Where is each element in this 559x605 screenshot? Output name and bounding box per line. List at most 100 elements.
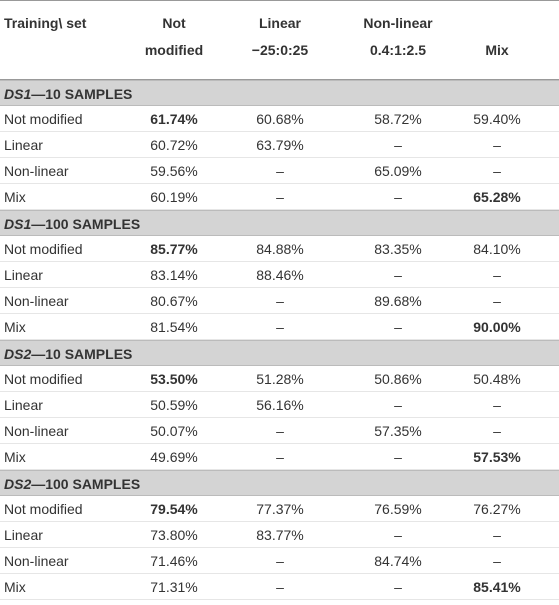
column-header: Non-linear <box>363 15 433 31</box>
cell: 59.40% <box>473 111 521 127</box>
row-label: Non-linear <box>4 163 69 179</box>
data-row: Mix 81.54% – – 90.00% <box>0 314 559 340</box>
cell: 84.88% <box>256 241 304 257</box>
cell: 81.54% <box>150 319 198 335</box>
data-row: Linear 73.80% 83.77% – – <box>0 522 559 548</box>
cell: – <box>493 527 501 543</box>
cell: 50.59% <box>150 397 198 413</box>
cell: 56.16% <box>256 397 304 413</box>
cell: – <box>493 397 501 413</box>
dataset-name: DS1 <box>4 216 32 232</box>
row-label: Linear <box>4 527 43 543</box>
cell: 77.37% <box>256 501 304 517</box>
cell: 50.07% <box>150 423 198 439</box>
dataset-name: DS1 <box>4 86 32 102</box>
cell: 53.50% <box>150 371 198 387</box>
row-label: Linear <box>4 267 43 283</box>
cell: 60.72% <box>150 137 198 153</box>
cell: 84.74% <box>374 553 422 569</box>
section-label: —100 SAMPLES <box>31 476 141 492</box>
data-row: Non-linear 80.67% – 89.68% – <box>0 288 559 314</box>
cell: 73.80% <box>150 527 198 543</box>
data-row: Non-linear 50.07% – 57.35% – <box>0 418 559 444</box>
cell: – <box>493 137 501 153</box>
column-header: Not <box>162 15 186 31</box>
cell: 61.74% <box>150 111 198 127</box>
cell: 63.79% <box>256 137 304 153</box>
cell: – <box>276 449 284 465</box>
row-label: Non-linear <box>4 423 69 439</box>
cell: – <box>276 423 284 439</box>
cell: 60.68% <box>256 111 304 127</box>
row-label: Not modified <box>4 241 83 257</box>
cell: 50.48% <box>473 371 521 387</box>
cell: – <box>276 553 284 569</box>
cell: 83.35% <box>374 241 422 257</box>
cell: 80.67% <box>150 293 198 309</box>
cell: – <box>493 293 501 309</box>
cell: – <box>493 163 501 179</box>
cell: 60.19% <box>150 189 198 205</box>
cell: – <box>394 267 402 283</box>
header-label: Training\ set <box>4 15 87 31</box>
cell: 79.54% <box>150 501 198 517</box>
column-header: modified <box>144 42 204 58</box>
cell: 83.77% <box>256 527 304 543</box>
row-label: Mix <box>4 319 26 335</box>
cell: 89.68% <box>374 293 422 309</box>
cell: 51.28% <box>256 371 304 387</box>
row-label: Not modified <box>4 111 83 127</box>
row-label: Not modified <box>4 501 83 517</box>
row-label: Mix <box>4 449 26 465</box>
data-row: Linear 83.14% 88.46% – – <box>0 262 559 288</box>
column-header: Mix <box>485 42 509 58</box>
section-label: —10 SAMPLES <box>31 346 133 362</box>
cell: 57.53% <box>473 449 521 465</box>
row-label: Not modified <box>4 371 83 387</box>
section-header: DS2—100 SAMPLES <box>0 470 559 496</box>
cell: – <box>394 319 402 335</box>
cell: 58.72% <box>374 111 422 127</box>
cell: 57.35% <box>374 423 422 439</box>
row-label: Mix <box>4 189 26 205</box>
cell: 76.59% <box>374 501 422 517</box>
cell: 49.69% <box>150 449 198 465</box>
data-row: Non-linear 71.46% – 84.74% – <box>0 548 559 574</box>
section-title: DS1—10 SAMPLES <box>4 81 132 107</box>
data-row: Not modified 85.77% 84.88% 83.35% 84.10% <box>0 236 559 262</box>
data-row: Mix 60.19% – – 65.28% <box>0 184 559 210</box>
cell: – <box>493 267 501 283</box>
row-label: Non-linear <box>4 553 69 569</box>
column-header: 0.4:1:2.5 <box>369 42 427 58</box>
cell: 84.10% <box>473 241 521 257</box>
section-label: —10 SAMPLES <box>31 86 133 102</box>
row-label: Mix <box>4 579 26 595</box>
section-title: DS1—100 SAMPLES <box>4 211 140 237</box>
cell: – <box>276 189 284 205</box>
section-label: —100 SAMPLES <box>31 216 141 232</box>
cell: 83.14% <box>150 267 198 283</box>
section-header: DS1—100 SAMPLES <box>0 210 559 236</box>
cell: – <box>394 189 402 205</box>
section-header: DS2—10 SAMPLES <box>0 340 559 366</box>
cell: 65.28% <box>473 189 521 205</box>
section-title: DS2—100 SAMPLES <box>4 471 140 497</box>
data-row: Mix 49.69% – – 57.53% <box>0 444 559 470</box>
section-header: DS1—10 SAMPLES <box>0 80 559 106</box>
dataset-name: DS2 <box>4 476 32 492</box>
cell: 90.00% <box>473 319 521 335</box>
cell: – <box>276 293 284 309</box>
data-row: Linear 60.72% 63.79% – – <box>0 132 559 158</box>
row-label: Non-linear <box>4 293 69 309</box>
data-row: Not modified 61.74% 60.68% 58.72% 59.40% <box>0 106 559 132</box>
header-row: Training\ set Not modified Linear −25:0:25 No… <box>0 0 559 80</box>
column-header: −25:0:25 <box>251 42 309 58</box>
section-title: DS2—10 SAMPLES <box>4 341 132 367</box>
cell: – <box>276 163 284 179</box>
cell: – <box>276 579 284 595</box>
cell: – <box>394 449 402 465</box>
data-row: Not modified 53.50% 51.28% 50.86% 50.48% <box>0 366 559 392</box>
cell: – <box>394 137 402 153</box>
data-row: Not modified 79.54% 77.37% 76.59% 76.27% <box>0 496 559 522</box>
